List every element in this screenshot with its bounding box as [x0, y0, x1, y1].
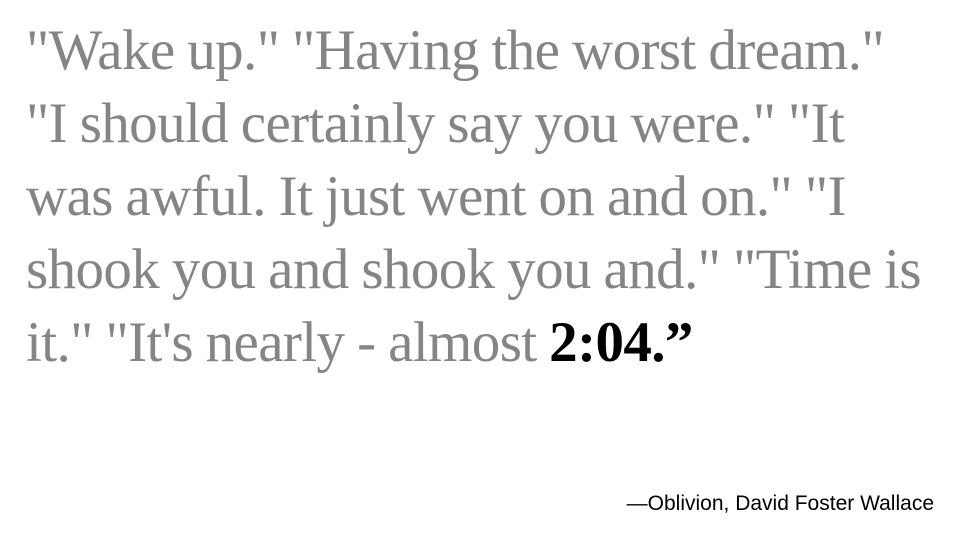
quote-attribution: —Oblivion, David Foster Wallace — [626, 492, 934, 515]
quote-text: "Wake up." "Having the worst dream." "I … — [26, 14, 936, 379]
quote-body: "Wake up." "Having the worst dream." "I … — [26, 19, 922, 374]
quote-time-highlight: 2:04.” — [549, 311, 693, 374]
